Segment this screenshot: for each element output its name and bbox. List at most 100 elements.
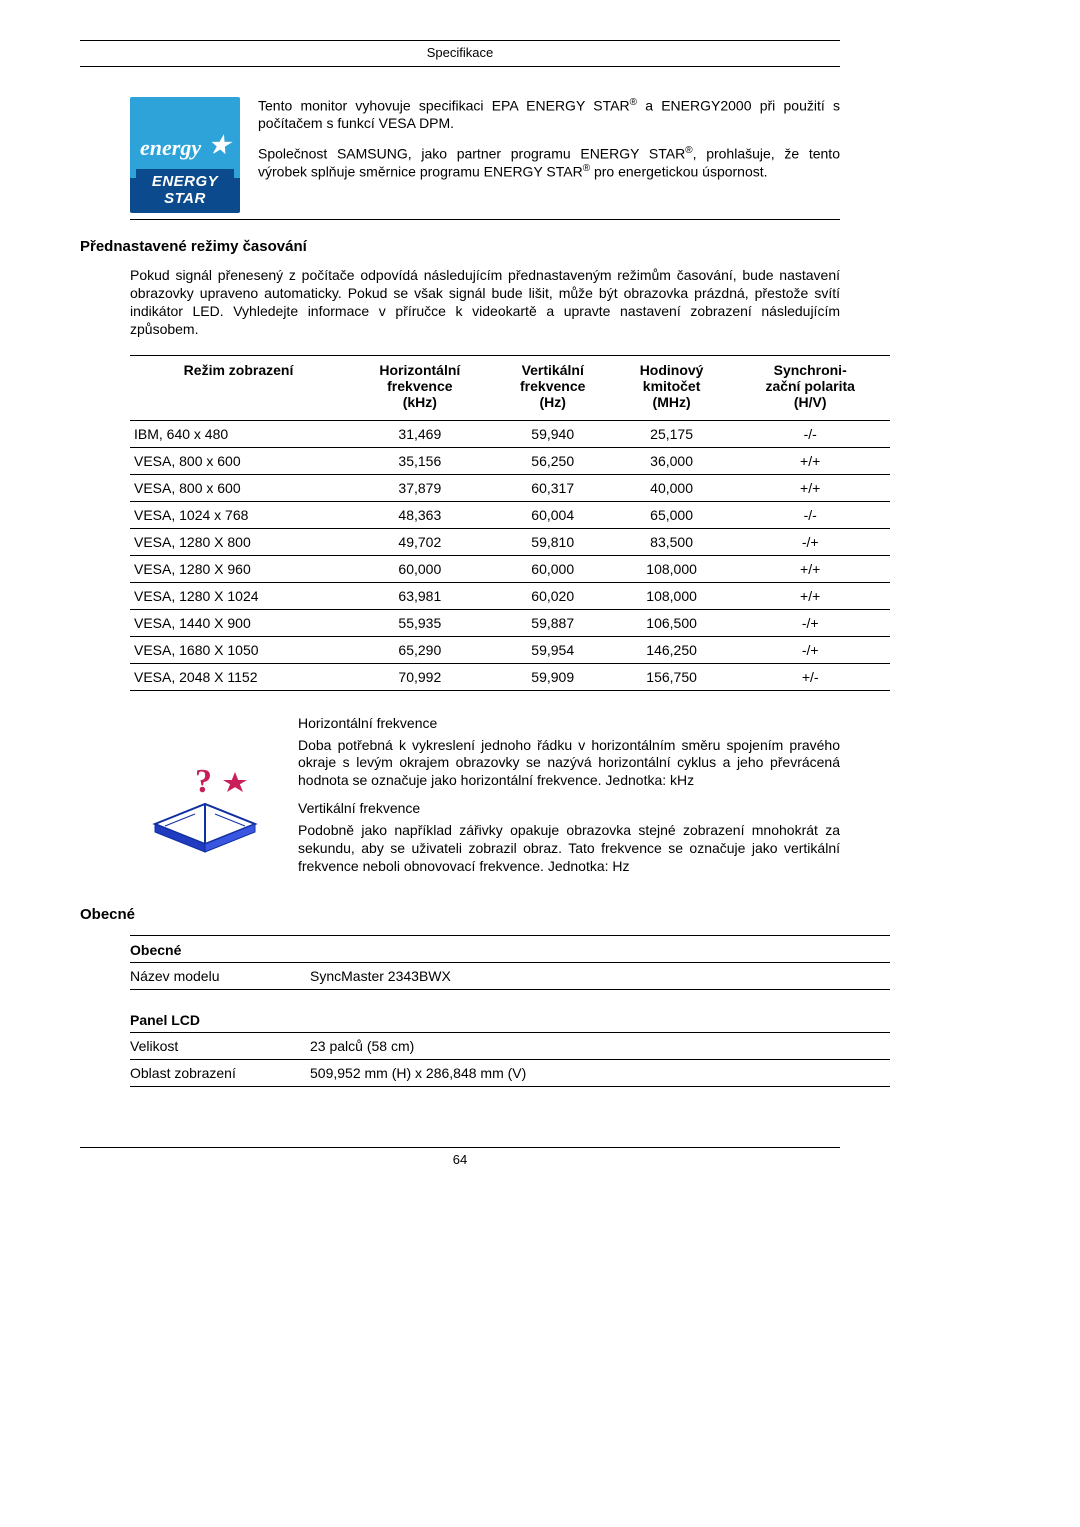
th-pol: Synchroni- zační polarita (H/V)	[730, 355, 890, 420]
table-cell: 65,000	[613, 501, 731, 528]
table-cell: +/-	[730, 663, 890, 690]
table-cell: 48,363	[347, 501, 493, 528]
spec-value-size: 23 palců (58 cm)	[310, 1038, 890, 1054]
table-cell: 60,317	[493, 474, 613, 501]
table-cell: 59,940	[493, 420, 613, 447]
th-pclk-l2: kmitočet	[643, 378, 701, 394]
table-row: VESA, 2048 X 115270,99259,909156,750+/-	[130, 663, 890, 690]
vfreq-title: Vertikální frekvence	[298, 800, 840, 818]
th-hfreq: Horizontální frekvence (kHz)	[347, 355, 493, 420]
table-cell: 108,000	[613, 582, 731, 609]
reg-mark: ®	[685, 145, 692, 156]
table-cell: 40,000	[613, 474, 731, 501]
energy-p2a: Společnost SAMSUNG, jako partner program…	[258, 145, 685, 161]
energy-logo-script: energy	[140, 135, 201, 161]
reg-mark: ®	[630, 97, 637, 108]
th-pclk: Hodinový kmitočet (MHz)	[613, 355, 731, 420]
hfreq-body: Doba potřebná k vykreslení jednoho řádku…	[298, 737, 840, 791]
table-cell: +/+	[730, 474, 890, 501]
table-cell: 60,004	[493, 501, 613, 528]
spec-label-area: Oblast zobrazení	[130, 1065, 310, 1081]
table-row: VESA, 1280 X 102463,98160,020108,000+/+	[130, 582, 890, 609]
table-cell: +/+	[730, 555, 890, 582]
table-cell: 25,175	[613, 420, 731, 447]
table-cell: VESA, 1440 X 900	[130, 609, 347, 636]
table-row: VESA, 1280 X 80049,70259,81083,500-/+	[130, 528, 890, 555]
th-pclk-l1: Hodinový	[640, 362, 704, 378]
table-cell: 59,887	[493, 609, 613, 636]
th-vfreq: Vertikální frekvence (Hz)	[493, 355, 613, 420]
energy-star-block: energy ★ ENERGY STAR Tento monitor vyhov…	[130, 97, 840, 213]
table-cell: 65,290	[347, 636, 493, 663]
timing-section-title: Přednastavené režimy časování	[80, 238, 840, 255]
table-cell: VESA, 800 x 600	[130, 474, 347, 501]
table-cell: VESA, 1680 X 1050	[130, 636, 347, 663]
th-mode: Režim zobrazení	[130, 355, 347, 420]
th-vfreq-l3: (Hz)	[540, 394, 566, 410]
spec-value-area: 509,952 mm (H) x 286,848 mm (V)	[310, 1065, 890, 1081]
table-row: VESA, 800 x 60037,87960,31740,000+/+	[130, 474, 890, 501]
table-cell: 56,250	[493, 447, 613, 474]
spec-row-area: Oblast zobrazení 509,952 mm (H) x 286,84…	[130, 1060, 890, 1087]
table-cell: IBM, 640 x 480	[130, 420, 347, 447]
table-cell: 60,000	[493, 555, 613, 582]
table-cell: -/+	[730, 528, 890, 555]
table-cell: 59,810	[493, 528, 613, 555]
table-cell: VESA, 1280 X 960	[130, 555, 347, 582]
table-cell: VESA, 2048 X 1152	[130, 663, 347, 690]
spec-row-size: Velikost 23 palců (58 cm)	[130, 1033, 890, 1060]
table-cell: -/-	[730, 501, 890, 528]
timing-table: Režim zobrazení Horizontální frekvence (…	[130, 355, 890, 691]
energy-star-icon: ★	[208, 131, 230, 160]
table-cell: VESA, 1024 x 768	[130, 501, 347, 528]
table-row: VESA, 800 x 60035,15656,25036,000+/+	[130, 447, 890, 474]
spec-label-size: Velikost	[130, 1038, 310, 1054]
th-vfreq-l2: frekvence	[520, 378, 585, 394]
table-cell: 146,250	[613, 636, 731, 663]
th-pol-l1: Synchroni-	[774, 362, 847, 378]
book-icon: ?	[130, 749, 280, 859]
th-hfreq-l1: Horizontální	[379, 362, 460, 378]
table-cell: -/+	[730, 636, 890, 663]
table-cell: 83,500	[613, 528, 731, 555]
table-cell: +/+	[730, 582, 890, 609]
th-hfreq-l3: (kHz)	[403, 394, 437, 410]
spec-head-panel: Panel LCD	[130, 1006, 890, 1033]
energy-p1a: Tento monitor vyhovuje specifikaci EPA E…	[258, 98, 630, 114]
th-vfreq-l1: Vertikální	[522, 362, 584, 378]
th-hfreq-l2: frekvence	[387, 378, 452, 394]
table-cell: 60,020	[493, 582, 613, 609]
timing-intro: Pokud signál přenesený z počítače odpoví…	[130, 267, 840, 339]
table-cell: 55,935	[347, 609, 493, 636]
table-cell: 31,469	[347, 420, 493, 447]
energy-text: Tento monitor vyhovuje specifikaci EPA E…	[258, 97, 840, 213]
table-row: IBM, 640 x 48031,46959,94025,175-/-	[130, 420, 890, 447]
table-cell: VESA, 1280 X 1024	[130, 582, 347, 609]
page-header: Specifikace	[80, 45, 840, 67]
th-pclk-l3: (MHz)	[653, 394, 691, 410]
table-cell: 37,879	[347, 474, 493, 501]
table-cell: 35,156	[347, 447, 493, 474]
table-cell: VESA, 800 x 600	[130, 447, 347, 474]
table-cell: 49,702	[347, 528, 493, 555]
frequency-note-block: ? Horizontální frekvence Doba potřebná k…	[130, 715, 840, 886]
table-cell: 156,750	[613, 663, 731, 690]
table-cell: 60,000	[347, 555, 493, 582]
table-cell: 36,000	[613, 447, 731, 474]
table-cell: 70,992	[347, 663, 493, 690]
spec-row-model: Název modelu SyncMaster 2343BWX	[130, 963, 890, 990]
table-cell: 59,909	[493, 663, 613, 690]
energy-logo-bar: ENERGY STAR	[136, 169, 234, 209]
table-cell: -/+	[730, 609, 890, 636]
energy-star-logo: energy ★ ENERGY STAR	[130, 97, 240, 213]
table-row: VESA, 1280 X 96060,00060,000108,000+/+	[130, 555, 890, 582]
hfreq-title: Horizontální frekvence	[298, 715, 840, 733]
th-pol-l2: zační polarita	[765, 378, 854, 394]
table-cell: 59,954	[493, 636, 613, 663]
table-row: VESA, 1680 X 105065,29059,954146,250-/+	[130, 636, 890, 663]
spec-value-model: SyncMaster 2343BWX	[310, 968, 890, 984]
table-row: VESA, 1440 X 90055,93559,887106,500-/+	[130, 609, 890, 636]
table-cell: VESA, 1280 X 800	[130, 528, 347, 555]
energy-p2c: pro energetickou úspornost.	[590, 163, 767, 179]
spec-head-general: Obecné	[130, 936, 890, 963]
